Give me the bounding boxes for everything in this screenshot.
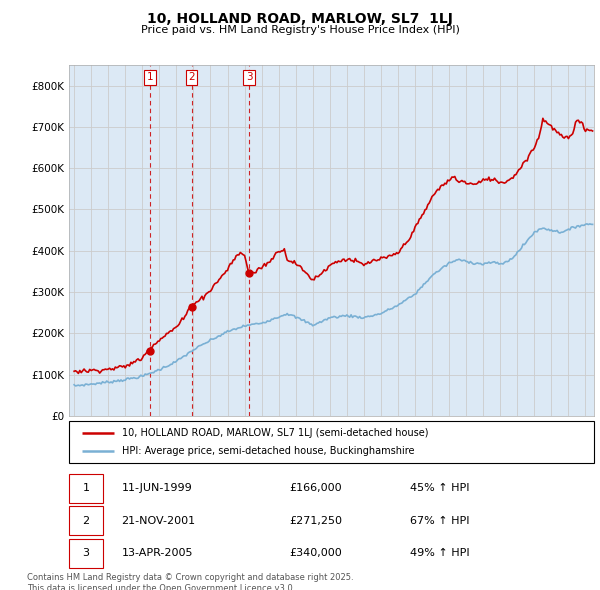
Text: 1: 1 bbox=[146, 73, 153, 82]
Text: 13-APR-2005: 13-APR-2005 bbox=[121, 548, 193, 558]
Bar bbox=[69, 474, 103, 503]
Text: 2: 2 bbox=[83, 516, 89, 526]
Text: 10, HOLLAND ROAD, MARLOW, SL7 1LJ (semi-detached house): 10, HOLLAND ROAD, MARLOW, SL7 1LJ (semi-… bbox=[121, 428, 428, 438]
Text: 67% ↑ HPI: 67% ↑ HPI bbox=[410, 516, 470, 526]
Bar bbox=[69, 506, 103, 535]
Bar bbox=[69, 539, 103, 568]
Text: £340,000: £340,000 bbox=[290, 548, 342, 558]
Text: 11-JUN-1999: 11-JUN-1999 bbox=[121, 483, 192, 493]
Text: 10, HOLLAND ROAD, MARLOW, SL7  1LJ: 10, HOLLAND ROAD, MARLOW, SL7 1LJ bbox=[147, 12, 453, 26]
Text: HPI: Average price, semi-detached house, Buckinghamshire: HPI: Average price, semi-detached house,… bbox=[121, 446, 414, 456]
Text: 21-NOV-2001: 21-NOV-2001 bbox=[121, 516, 196, 526]
Text: £271,250: £271,250 bbox=[290, 516, 343, 526]
Text: £166,000: £166,000 bbox=[290, 483, 342, 493]
Text: Price paid vs. HM Land Registry's House Price Index (HPI): Price paid vs. HM Land Registry's House … bbox=[140, 25, 460, 35]
Text: 3: 3 bbox=[83, 548, 89, 558]
Text: 45% ↑ HPI: 45% ↑ HPI bbox=[410, 483, 470, 493]
Text: 49% ↑ HPI: 49% ↑ HPI bbox=[410, 548, 470, 558]
Text: 3: 3 bbox=[246, 73, 253, 82]
Text: 2: 2 bbox=[188, 73, 195, 82]
Text: 1: 1 bbox=[83, 483, 89, 493]
Text: Contains HM Land Registry data © Crown copyright and database right 2025.
This d: Contains HM Land Registry data © Crown c… bbox=[27, 573, 353, 590]
